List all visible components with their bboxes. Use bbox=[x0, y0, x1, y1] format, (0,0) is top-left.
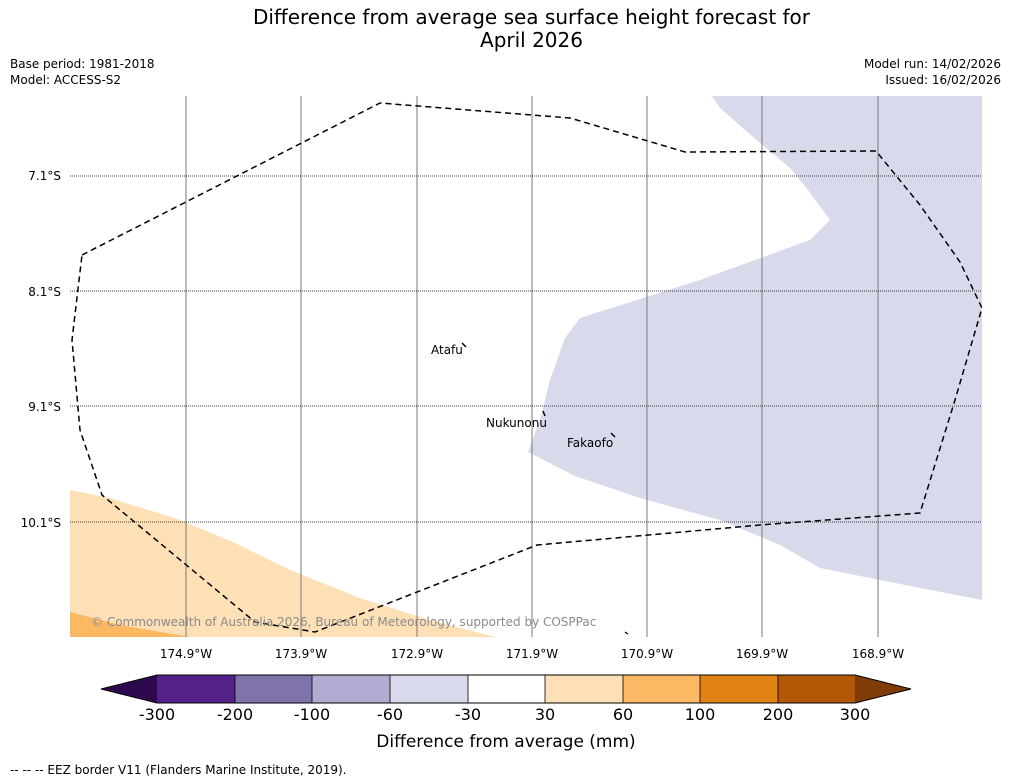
anomaly-region-negative bbox=[528, 96, 982, 600]
lon-label-170-9: 170.9°W bbox=[621, 647, 673, 661]
anomaly-region-positive-light bbox=[70, 490, 495, 637]
colorbar-tick-4: -60 bbox=[377, 705, 403, 724]
colorbar: -300 -200 -100 -60 -30 30 60 100 200 300… bbox=[100, 674, 912, 752]
title-line-2: April 2026 bbox=[480, 28, 583, 52]
title-line-1: Difference from average sea surface heig… bbox=[252, 5, 811, 29]
model-run-label: Model run: 14/02/2026 bbox=[863, 57, 1001, 71]
model-label: Model: ACCESS-S2 bbox=[10, 73, 122, 87]
lon-label-172-9: 172.9°W bbox=[391, 647, 443, 661]
colorbar-tick-1: -300 bbox=[139, 705, 175, 724]
place-label-atafu: Atafu bbox=[431, 343, 463, 357]
colorbar-bin-8 bbox=[700, 675, 778, 703]
anomaly-region-positive-medium bbox=[70, 612, 190, 637]
colorbar-bin-9 bbox=[778, 675, 855, 703]
colorbar-tick-5: -30 bbox=[455, 705, 481, 724]
base-period-label: Base period: 1981-2018 bbox=[10, 57, 155, 71]
place-label-nukunonu: Nukunonu bbox=[486, 416, 547, 430]
lon-label-174-9: 174.9°W bbox=[160, 647, 212, 661]
atafu-atoll-icon bbox=[461, 342, 467, 348]
eez-border bbox=[71, 102, 982, 633]
metadata-right: Model run: 14/02/2026 Issued: 16/02/2026 bbox=[864, 56, 1001, 88]
nukunonu-atoll-icon bbox=[542, 410, 546, 417]
colorbar-bin-3 bbox=[312, 675, 390, 703]
colorbar-extend-over bbox=[855, 675, 911, 703]
colorbar-tick-3: -100 bbox=[294, 705, 330, 724]
issued-label: Issued: 16/02/2026 bbox=[885, 73, 1001, 87]
colorbar-tick-9: 200 bbox=[763, 705, 794, 724]
colorbar-bin-4 bbox=[390, 675, 468, 703]
lat-label-7-1: 7.1°S bbox=[28, 169, 61, 183]
copyright-credit: © Commonwealth of Australia 2026, Bureau… bbox=[91, 615, 596, 629]
lon-label-168-9: 168.9°W bbox=[852, 647, 904, 661]
latitude-labels: 7.1°S 8.1°S 9.1°S 10.1°S bbox=[21, 169, 61, 530]
colorbar-bin-6 bbox=[545, 675, 623, 703]
lon-label-169-9: 169.9°W bbox=[736, 647, 788, 661]
lon-label-171-9: 171.9°W bbox=[506, 647, 558, 661]
lat-label-9-1: 9.1°S bbox=[28, 400, 61, 414]
longitude-labels: 174.9°W 173.9°W 172.9°W 171.9°W 170.9°W … bbox=[160, 647, 904, 661]
colorbar-title: Difference from average (mm) bbox=[376, 732, 635, 752]
colorbar-dividers bbox=[234, 675, 779, 703]
islet-marker-icon bbox=[624, 631, 629, 635]
colorbar-tick-10: 300 bbox=[840, 705, 871, 724]
colorbar-tick-8: 100 bbox=[685, 705, 716, 724]
colorbar-extend-under bbox=[101, 675, 157, 703]
colorbar-outline bbox=[100, 674, 912, 704]
fakaofo-atoll-icon bbox=[610, 432, 616, 438]
colorbar-tick-2: -200 bbox=[217, 705, 253, 724]
colorbar-tick-6: 30 bbox=[535, 705, 555, 724]
lon-label-173-9: 173.9°W bbox=[275, 647, 327, 661]
parallel-lines bbox=[70, 175, 982, 523]
map-title: Difference from average sea surface heig… bbox=[0, 6, 1011, 52]
eez-legend-note: -- -- -- EEZ border V11 (Flanders Marine… bbox=[10, 763, 347, 777]
colorbar-bin-2 bbox=[235, 675, 312, 703]
map-area: Atafu Nukunonu Fakaofo © Commonwealth of… bbox=[70, 96, 982, 637]
colorbar-tick-7: 60 bbox=[613, 705, 633, 724]
colorbar-bin-5 bbox=[468, 675, 545, 703]
place-label-fakaofo: Fakaofo bbox=[567, 436, 613, 450]
colorbar-bin-7 bbox=[623, 675, 700, 703]
colorbar-bin-1 bbox=[157, 675, 235, 703]
lat-label-10-1: 10.1°S bbox=[21, 516, 61, 530]
lat-label-8-1: 8.1°S bbox=[28, 285, 61, 299]
metadata-left: Base period: 1981-2018 Model: ACCESS-S2 bbox=[10, 56, 155, 88]
